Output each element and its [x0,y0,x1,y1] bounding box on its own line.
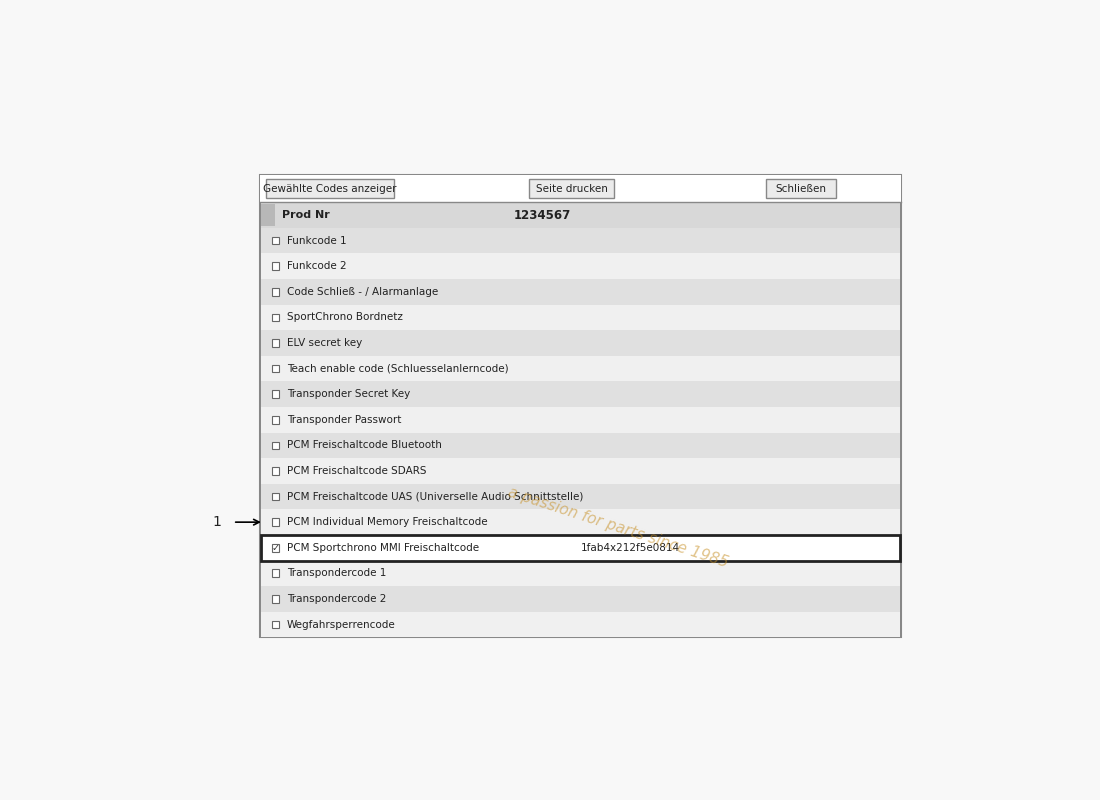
Bar [272,390,279,398]
Text: PCM Freischaltcode Bluetooth: PCM Freischaltcode Bluetooth [287,440,442,450]
Bar [261,612,900,638]
Bar [272,314,279,322]
Text: PCM Individual Memory Freischaltcode: PCM Individual Memory Freischaltcode [287,517,487,527]
Bar [261,535,900,561]
Bar [261,305,900,330]
Bar [261,535,900,561]
Bar [272,288,279,296]
Bar [272,365,279,373]
Bar [272,339,279,347]
Bar [261,407,900,433]
Bar [272,442,279,450]
Text: PCM Freischaltcode SDARS: PCM Freischaltcode SDARS [287,466,427,476]
Bar [272,237,279,245]
Bar [261,279,900,305]
Bar [261,586,900,612]
Text: 1fab4x212f5e0814: 1fab4x212f5e0814 [581,542,680,553]
Bar [272,544,279,551]
Bar [261,510,900,535]
Text: Gewählte Codes anzeiger: Gewählte Codes anzeiger [263,184,397,194]
Bar [272,262,279,270]
Bar [272,416,279,424]
Bar [266,179,394,198]
Bar [767,179,836,198]
Text: PCM Freischaltcode UAS (Universelle Audio Schnittstelle): PCM Freischaltcode UAS (Universelle Audi… [287,491,583,502]
Text: ✓: ✓ [272,542,279,553]
Bar [272,493,279,501]
Text: Transponder Passwort: Transponder Passwort [287,414,402,425]
Text: 1234567: 1234567 [514,209,571,222]
Bar [272,570,279,577]
Text: Transponder Secret Key: Transponder Secret Key [287,389,410,399]
Bar [261,458,900,484]
Text: Seite drucken: Seite drucken [536,184,607,194]
Bar [260,175,901,202]
Text: 1: 1 [213,515,222,529]
Bar [261,202,900,228]
Text: Wegfahrsperrencode: Wegfahrsperrencode [287,619,396,630]
Text: Transpondercode 2: Transpondercode 2 [287,594,386,604]
Bar [261,204,275,226]
Text: Funkcode 2: Funkcode 2 [287,262,346,271]
Bar [272,621,279,628]
Bar [529,179,615,198]
Bar [272,595,279,602]
Text: Code Schließ - / Alarmanlage: Code Schließ - / Alarmanlage [287,287,438,297]
Text: PCM Sportchrono MMI Freischaltcode: PCM Sportchrono MMI Freischaltcode [287,542,480,553]
Text: Prod Nr: Prod Nr [282,210,329,220]
Text: Transpondercode 1: Transpondercode 1 [287,568,386,578]
Text: Teach enable code (Schluesselanlerncode): Teach enable code (Schluesselanlerncode) [287,364,508,374]
Bar [261,382,900,407]
Bar [261,330,900,356]
Bar [261,561,900,586]
Text: ELV secret key: ELV secret key [287,338,362,348]
Bar [261,356,900,382]
Bar [261,484,900,510]
Bar [261,254,900,279]
Bar [261,228,900,254]
Text: SportChrono Bordnetz: SportChrono Bordnetz [287,313,403,322]
Text: Schließen: Schließen [776,184,827,194]
Bar [272,467,279,475]
Bar [261,433,900,458]
Text: Funkcode 1: Funkcode 1 [287,236,346,246]
Bar [260,175,901,638]
Text: a passion for parts since 1985: a passion for parts since 1985 [506,484,730,570]
Bar [272,518,279,526]
